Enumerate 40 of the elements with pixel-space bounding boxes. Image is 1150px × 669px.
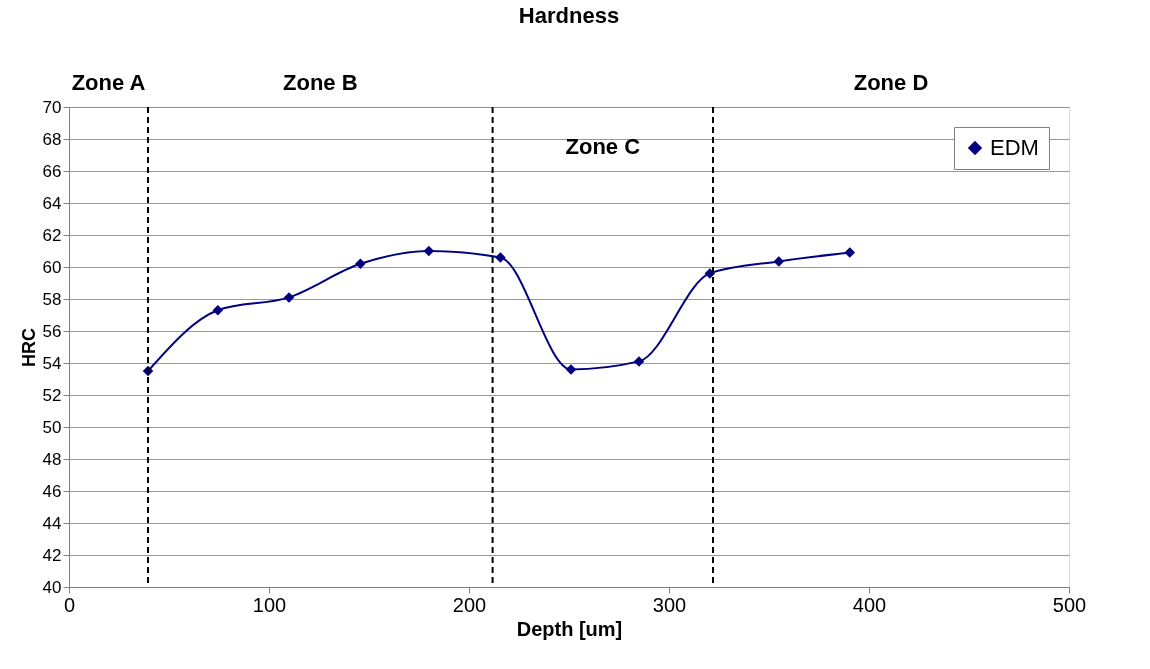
y-tick-label: 48 xyxy=(42,449,62,469)
y-tick-label: 42 xyxy=(42,545,62,565)
y-tick-label: 56 xyxy=(42,321,62,341)
y-tick-label: 66 xyxy=(42,161,62,181)
y-tick-label: 54 xyxy=(42,353,62,373)
point xyxy=(423,245,435,257)
text: Zone B xyxy=(283,70,358,95)
point xyxy=(495,252,506,263)
point xyxy=(633,356,645,367)
legend-label: EDM xyxy=(990,135,1039,160)
y-tick-label: 58 xyxy=(42,289,62,309)
x-tick-label: 100 xyxy=(252,593,287,616)
x-tick-label: 200 xyxy=(452,593,487,616)
y-tick-label: 64 xyxy=(42,193,62,213)
y-tick-label: 40 xyxy=(42,577,62,597)
point xyxy=(844,247,856,258)
point xyxy=(212,304,224,316)
y-axis-title: HRC xyxy=(18,328,39,367)
x-tick-label: 0 xyxy=(63,593,76,616)
x-tick-label: 400 xyxy=(852,593,887,616)
y-tick-label: 50 xyxy=(42,417,62,437)
y-tick-label: 62 xyxy=(42,225,62,245)
x-axis-title: Depth [um] xyxy=(516,617,623,640)
y-tick-label: 52 xyxy=(42,385,62,405)
y-tick-label: 46 xyxy=(42,481,62,501)
point xyxy=(773,256,785,267)
y-tick-label: 70 xyxy=(42,97,62,117)
point xyxy=(355,258,366,270)
annotation: Zone C xyxy=(565,134,641,159)
point xyxy=(283,292,295,303)
point xyxy=(704,268,716,279)
x-tick-label: 500 xyxy=(1052,593,1087,616)
chart-title: Hardness xyxy=(518,3,620,28)
y-tick-label: 68 xyxy=(42,129,62,149)
text: Zone D xyxy=(853,70,929,95)
x-tick-label: 300 xyxy=(652,593,687,616)
point xyxy=(565,364,577,375)
y-tick-label: 44 xyxy=(42,513,62,533)
y-tick-label: 60 xyxy=(42,257,62,277)
text: Zone A xyxy=(71,70,146,95)
